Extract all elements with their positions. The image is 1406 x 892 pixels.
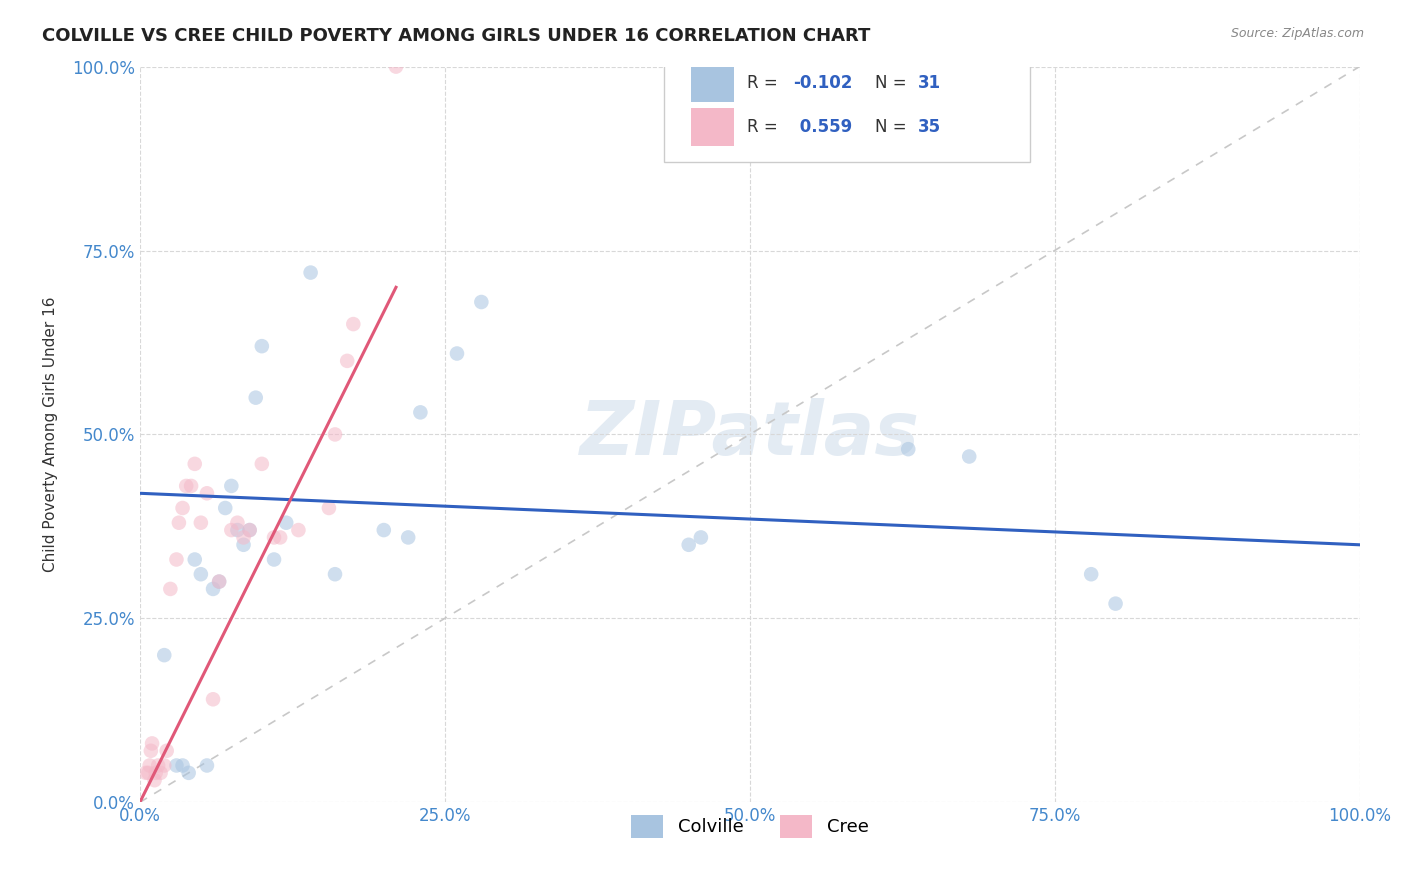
Point — [153, 648, 176, 662]
Point — [1104, 597, 1126, 611]
Point — [143, 773, 166, 788]
Point — [190, 567, 212, 582]
Point — [172, 758, 194, 772]
Point — [226, 523, 249, 537]
Point — [195, 486, 218, 500]
Point — [299, 266, 322, 280]
Point — [323, 567, 346, 582]
Point — [226, 516, 249, 530]
Point — [1080, 567, 1102, 582]
Point — [245, 391, 267, 405]
Point — [138, 758, 160, 772]
Point — [141, 736, 163, 750]
Text: 35: 35 — [918, 118, 941, 136]
Point — [276, 516, 298, 530]
Point — [396, 530, 419, 544]
Point — [208, 574, 231, 589]
Point — [323, 427, 346, 442]
Point — [232, 530, 254, 544]
Point — [139, 744, 162, 758]
Text: Source: ZipAtlas.com: Source: ZipAtlas.com — [1230, 27, 1364, 40]
Point — [159, 582, 181, 596]
FancyBboxPatch shape — [692, 63, 734, 102]
Point — [690, 530, 713, 544]
Text: N =: N = — [876, 118, 912, 136]
Point — [239, 523, 262, 537]
Text: N =: N = — [876, 74, 912, 92]
Point — [149, 765, 172, 780]
Point — [214, 501, 236, 516]
Point — [287, 523, 309, 537]
Point — [145, 765, 167, 780]
Point — [897, 442, 920, 457]
Point — [678, 538, 700, 552]
Point — [177, 765, 200, 780]
Point — [172, 501, 194, 516]
Text: 31: 31 — [918, 74, 941, 92]
Point — [263, 552, 285, 566]
Text: COLVILLE VS CREE CHILD POVERTY AMONG GIRLS UNDER 16 CORRELATION CHART: COLVILLE VS CREE CHILD POVERTY AMONG GIR… — [42, 27, 870, 45]
Point — [221, 523, 243, 537]
Legend: Colville, Cree: Colville, Cree — [624, 808, 876, 845]
Point — [250, 339, 273, 353]
Point — [957, 450, 980, 464]
Point — [470, 295, 492, 310]
Point — [409, 405, 432, 419]
Point — [446, 346, 468, 360]
Point — [232, 538, 254, 552]
Y-axis label: Child Poverty Among Girls Under 16: Child Poverty Among Girls Under 16 — [44, 297, 58, 572]
Text: -0.102: -0.102 — [793, 74, 853, 92]
Point — [156, 744, 179, 758]
Point — [221, 479, 243, 493]
Point — [342, 317, 364, 331]
Point — [153, 758, 176, 772]
Point — [146, 758, 169, 772]
Point — [180, 479, 202, 493]
Point — [202, 692, 225, 706]
Point — [385, 60, 408, 74]
Point — [167, 516, 190, 530]
Point — [195, 758, 218, 772]
Point — [250, 457, 273, 471]
Point — [263, 530, 285, 544]
Text: ZIPatlas: ZIPatlas — [579, 398, 920, 471]
Point — [166, 758, 188, 772]
Point — [373, 523, 395, 537]
Point — [184, 457, 207, 471]
Text: R =: R = — [747, 74, 783, 92]
FancyBboxPatch shape — [664, 45, 1031, 162]
FancyBboxPatch shape — [692, 108, 734, 146]
Point — [184, 552, 207, 566]
Point — [269, 530, 291, 544]
Point — [190, 516, 212, 530]
Text: R =: R = — [747, 118, 783, 136]
Point — [318, 501, 340, 516]
Point — [135, 765, 157, 780]
Text: 0.559: 0.559 — [793, 118, 852, 136]
Point — [239, 523, 262, 537]
Point — [202, 582, 225, 596]
Point — [174, 479, 197, 493]
Point — [166, 552, 188, 566]
Point — [336, 354, 359, 368]
Point — [208, 574, 231, 589]
Point — [138, 765, 160, 780]
